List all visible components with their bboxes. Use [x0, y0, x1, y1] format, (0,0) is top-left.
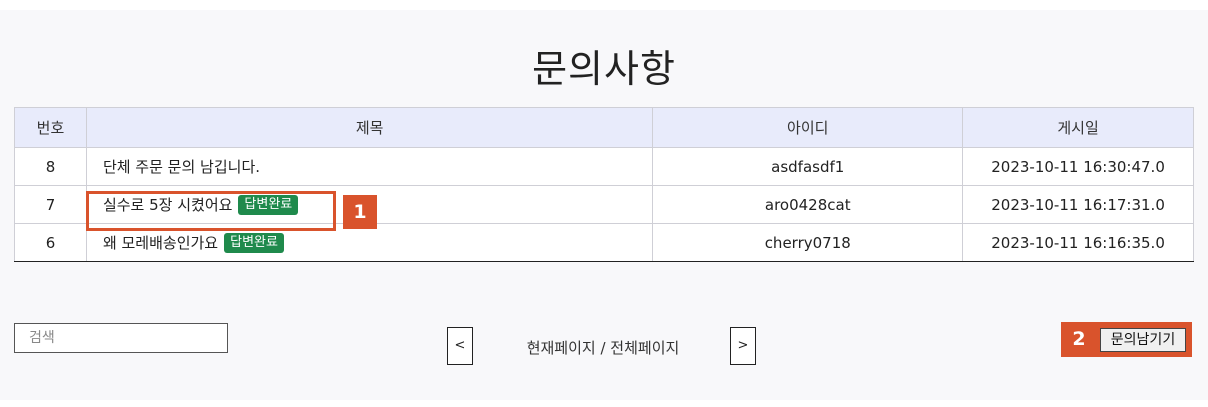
table-row[interactable]: 8 단체 주문 문의 남깁니다. asdfasdf1 2023-10-11 16…: [14, 147, 1194, 186]
marker-1: 1: [343, 195, 377, 229]
page-info: 현재페이지 / 전체페이지: [526, 339, 680, 357]
table-header-row: 번호 제목 아이디 게시일: [14, 107, 1194, 148]
row-subject[interactable]: 왜 모레배송인가요 답변완료: [85, 223, 654, 262]
marker-2: 2: [1072, 328, 1086, 350]
header-no: 번호: [14, 107, 87, 148]
row-subject[interactable]: 단체 주문 문의 남깁니다.: [85, 147, 654, 186]
write-inquiry-button[interactable]: 문의남기기: [1100, 328, 1186, 352]
inquiry-table: 번호 제목 아이디 게시일 8 단체 주문 문의 남깁니다. asdfasdf1…: [14, 107, 1194, 262]
row-no: 6: [14, 223, 87, 262]
answered-badge: 답변완료: [224, 233, 284, 254]
row-date: 2023-10-11 16:17:31.0: [962, 185, 1194, 224]
row-no: 8: [14, 147, 87, 186]
write-highlight: 2 문의남기기: [1061, 322, 1192, 357]
row-subject-link[interactable]: 왜 모레배송인가요: [102, 233, 219, 252]
prev-page-button[interactable]: <: [447, 327, 473, 365]
row-date: 2023-10-11 16:30:47.0: [962, 147, 1194, 186]
header-user-id: 아이디: [652, 107, 964, 148]
row-subject-link[interactable]: 실수로 5장 시켰어요: [102, 195, 233, 214]
header-date: 게시일: [962, 107, 1194, 148]
row-user-id: aro0428cat: [652, 185, 964, 224]
row-date: 2023-10-11 16:16:35.0: [962, 223, 1194, 262]
search-input[interactable]: [14, 323, 228, 353]
table-row[interactable]: 6 왜 모레배송인가요 답변완료 cherry0718 2023-10-11 16…: [14, 223, 1194, 262]
row-user-id: asdfasdf1: [652, 147, 964, 186]
row-no: 7: [14, 185, 87, 224]
next-page-button[interactable]: >: [730, 327, 756, 365]
answered-badge: 답변완료: [238, 195, 299, 216]
page-title: 문의사항: [532, 47, 676, 91]
page-background: 문의사항 번호 제목 아이디 게시일 8 단체 주문 문의 남깁니다. asdf…: [0, 10, 1208, 400]
table-row[interactable]: 7 실수로 5장 시켰어요 답변완료 aro0428cat 2023-10-11 …: [14, 185, 1194, 224]
row-subject-link[interactable]: 단체 주문 문의 남깁니다.: [102, 158, 261, 176]
header-subject: 제목: [85, 107, 654, 148]
row-user-id: cherry0718: [652, 223, 964, 262]
